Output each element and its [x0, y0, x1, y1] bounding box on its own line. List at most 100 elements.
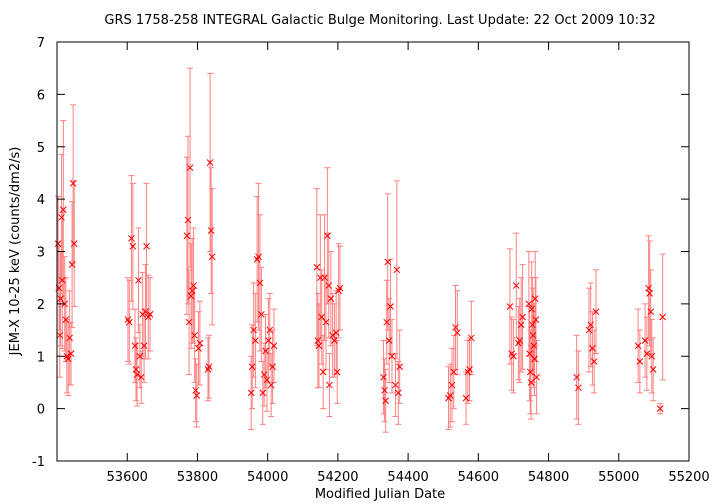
- data-point-stroke: [140, 342, 148, 350]
- data-point-stroke: [590, 358, 598, 365]
- data-point-stroke: [195, 345, 202, 352]
- data-point: [384, 258, 392, 266]
- data-point-stroke: [446, 392, 454, 399]
- data-point-stroke: [185, 318, 193, 326]
- data-point-stroke: [636, 358, 644, 365]
- data-point: [207, 227, 215, 234]
- data-point: [388, 352, 396, 360]
- data-point-stroke: [531, 295, 539, 302]
- data-point: [69, 180, 77, 187]
- data-point-stroke: [319, 368, 327, 376]
- data-point: [208, 253, 216, 261]
- x-tick-label: 54200: [317, 470, 358, 485]
- data-point: [533, 373, 540, 381]
- data-point: [206, 159, 214, 166]
- data-point: [573, 373, 580, 381]
- data-point-stroke: [659, 313, 667, 321]
- data-point: [380, 373, 387, 381]
- data-point: [327, 295, 335, 302]
- data-point: [636, 358, 644, 365]
- data-point: [137, 373, 145, 381]
- data-point-stroke: [641, 337, 649, 344]
- data-point: [250, 326, 257, 334]
- data-point-stroke: [59, 206, 67, 213]
- data-point-stroke: [266, 326, 274, 334]
- data-point-stroke: [207, 227, 215, 234]
- data-point-stroke: [129, 242, 137, 250]
- data-point-stroke: [512, 282, 520, 289]
- data-point: [131, 342, 139, 350]
- data-point-stroke: [589, 345, 596, 352]
- data-point-stroke: [255, 253, 262, 261]
- data-point-stroke: [448, 381, 456, 389]
- data-point: [526, 368, 534, 376]
- data-point: [383, 318, 391, 326]
- data-point: [643, 350, 651, 357]
- data-point: [205, 363, 213, 371]
- data-point-stroke: [381, 386, 388, 394]
- data-point-stroke: [394, 389, 402, 397]
- data-point-stroke: [393, 266, 401, 274]
- data-point: [531, 295, 539, 302]
- data-point-stroke: [143, 242, 150, 250]
- data-point-stroke: [466, 365, 473, 373]
- data-point-stroke: [193, 392, 201, 399]
- data-point-stroke: [314, 337, 322, 344]
- data-point-stroke: [529, 321, 536, 329]
- data-point: [531, 355, 538, 363]
- x-tick-label: 54800: [528, 470, 569, 485]
- data-point-stroke: [634, 342, 642, 350]
- data-point-stroke: [592, 308, 600, 316]
- data-point-stroke: [506, 303, 514, 310]
- data-point: [656, 405, 664, 412]
- data-point: [529, 331, 537, 339]
- data-point-stroke: [69, 180, 77, 187]
- chart-title: GRS 1758-258 INTEGRAL Galactic Bulge Mon…: [104, 13, 655, 28]
- data-point-stroke: [259, 389, 267, 397]
- data-point: [646, 290, 654, 297]
- data-point-stroke: [322, 318, 330, 326]
- x-tick-label: 53800: [177, 470, 218, 485]
- data-point: [589, 345, 596, 352]
- data-point-stroke: [250, 326, 257, 334]
- data-point: [648, 352, 656, 360]
- data-point: [512, 282, 520, 289]
- data-point: [125, 318, 133, 326]
- data-point-stroke: [183, 232, 191, 240]
- data-point: [517, 321, 525, 329]
- data-point-stroke: [649, 365, 657, 373]
- y-axis-label: JEM-X 10-25 keV (counts/dm2/s): [8, 147, 23, 357]
- data-point: [57, 295, 64, 302]
- data-point-stroke: [516, 337, 524, 344]
- data-point-stroke: [645, 284, 652, 292]
- data-point: [528, 305, 536, 313]
- x-tick-label: 54600: [458, 470, 499, 485]
- data-point-stroke: [387, 303, 394, 310]
- data-point-stroke: [125, 318, 133, 326]
- data-point: [314, 337, 322, 344]
- data-point-stroke: [260, 371, 268, 378]
- data-point-stroke: [587, 321, 595, 329]
- data-point-stroke: [384, 258, 392, 266]
- data-point: [185, 318, 193, 326]
- data-point: [332, 329, 340, 337]
- data-point-stroke: [327, 295, 335, 302]
- data-point: [248, 363, 256, 371]
- data-point: [132, 365, 140, 373]
- data-point: [59, 206, 67, 213]
- data-point: [192, 386, 200, 394]
- y-tick-label: 0: [37, 403, 45, 418]
- data-point: [67, 350, 75, 357]
- data-point-stroke: [205, 363, 213, 371]
- data-point-stroke: [510, 352, 517, 360]
- data-point-stroke: [188, 287, 196, 295]
- data-point-stroke: [321, 274, 328, 282]
- data-point-stroke: [527, 379, 535, 386]
- data-point: [381, 386, 388, 394]
- data-point: [267, 381, 275, 389]
- data-point: [196, 339, 204, 347]
- data-point-stroke: [331, 337, 338, 344]
- data-point: [319, 368, 327, 376]
- data-point-stroke: [529, 331, 537, 339]
- data-point: [252, 337, 259, 344]
